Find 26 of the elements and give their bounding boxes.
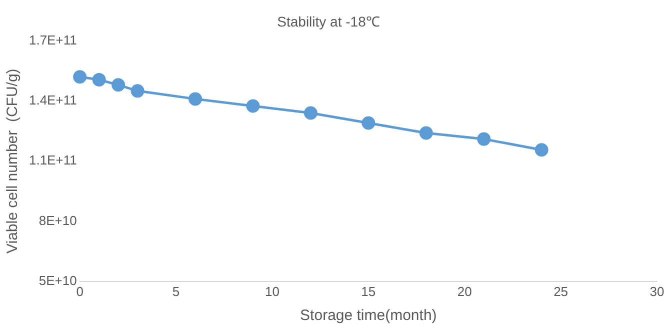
y-tick-label: 8E+10 xyxy=(38,212,77,228)
point xyxy=(304,106,318,120)
x-tick-label: 15 xyxy=(361,284,376,299)
y-axis-title: Viable cell number (CFU/g) xyxy=(4,68,22,254)
point xyxy=(534,143,548,157)
x-tick-label: 30 xyxy=(650,284,664,299)
point xyxy=(188,92,202,106)
point xyxy=(362,116,376,130)
x-axis-title: Storage time(month) xyxy=(300,307,437,324)
x-tick-label: 5 xyxy=(172,284,180,299)
x-tick-label: 0 xyxy=(76,284,84,299)
y-tick-label: 1.4E+11 xyxy=(28,92,77,108)
y-tick-label: 5E+10 xyxy=(38,272,77,288)
point xyxy=(112,78,126,92)
x-tick-label: 10 xyxy=(264,284,280,299)
y-tick-label: 1.1E+11 xyxy=(28,152,77,168)
point xyxy=(92,72,106,86)
x-tick-label: 25 xyxy=(554,284,568,299)
point xyxy=(477,132,491,146)
point xyxy=(73,70,87,84)
x-tick-label: 20 xyxy=(457,284,472,299)
point xyxy=(130,84,144,98)
y-tick-label: 1.7E+11 xyxy=(28,32,77,48)
point xyxy=(246,99,260,113)
chart-title: Stability at -18℃ xyxy=(277,13,380,30)
point xyxy=(419,126,433,140)
